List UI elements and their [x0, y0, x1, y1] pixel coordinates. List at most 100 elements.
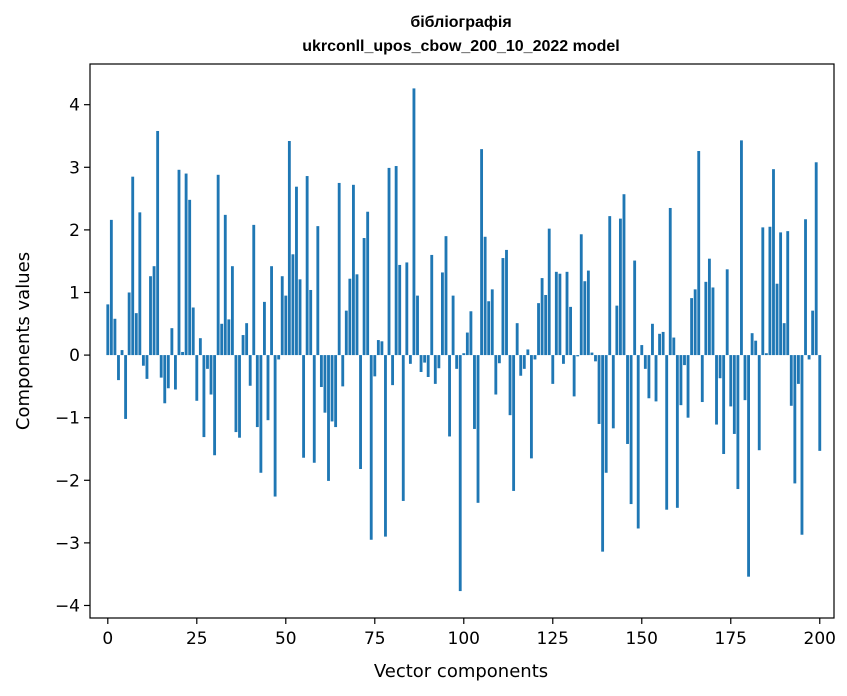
x-tick-label: 0 — [102, 629, 113, 649]
bar — [707, 258, 711, 356]
y-tick-label: −1 — [55, 409, 80, 429]
bar — [668, 207, 672, 356]
bar — [743, 355, 747, 401]
bar — [551, 355, 555, 384]
bar — [572, 355, 576, 397]
bar — [376, 340, 380, 356]
bar — [209, 355, 213, 395]
bar — [494, 355, 498, 395]
bar — [287, 141, 291, 356]
bar — [145, 355, 149, 379]
bar — [782, 323, 786, 356]
bar — [113, 318, 117, 356]
bar — [259, 355, 263, 473]
y-tick-label: −3 — [55, 534, 80, 554]
chart-subtitle: ukrconll_upos_cbow_200_10_2022 model — [302, 38, 619, 55]
x-tick-label: 200 — [804, 629, 836, 649]
bar — [608, 216, 612, 356]
bar — [223, 214, 227, 356]
bar — [359, 355, 362, 470]
bar — [263, 301, 266, 356]
bar — [480, 149, 484, 356]
bar — [665, 355, 669, 510]
bar — [362, 238, 366, 356]
y-tick-label: −4 — [55, 596, 80, 616]
bar — [775, 283, 779, 356]
bar — [547, 228, 551, 356]
bar — [355, 274, 359, 356]
bar — [426, 355, 430, 377]
bar — [811, 310, 815, 356]
bar — [636, 355, 640, 529]
x-tick-label: 175 — [715, 629, 747, 649]
bar — [672, 337, 676, 356]
bar — [255, 355, 259, 428]
bar — [131, 176, 135, 356]
bar — [138, 212, 142, 356]
bar — [124, 355, 128, 419]
bar — [640, 345, 644, 356]
bar — [319, 355, 323, 388]
bar — [796, 355, 800, 384]
bar — [366, 211, 370, 356]
bar — [764, 353, 768, 356]
bar — [594, 355, 597, 362]
bar — [163, 355, 167, 404]
bar — [416, 295, 419, 356]
bar — [134, 313, 138, 356]
bar — [683, 355, 686, 366]
bar — [768, 226, 772, 356]
bar — [800, 355, 804, 535]
bar — [419, 355, 423, 372]
bar — [241, 335, 245, 356]
bar — [789, 355, 793, 406]
bar — [266, 355, 270, 421]
bar — [423, 355, 427, 363]
bar — [711, 287, 715, 356]
bar — [590, 352, 594, 356]
bar — [444, 236, 448, 356]
bar — [455, 355, 459, 369]
bar-series — [106, 88, 822, 592]
bar — [519, 355, 523, 376]
bar — [327, 355, 330, 481]
bar — [273, 355, 277, 497]
bar — [252, 224, 256, 356]
bar — [398, 264, 402, 356]
bar — [537, 303, 540, 356]
bar — [515, 323, 519, 356]
bar — [401, 355, 405, 501]
bar — [245, 323, 249, 356]
bar — [248, 355, 252, 386]
bar — [814, 162, 818, 356]
bar — [291, 254, 295, 356]
bar — [690, 298, 694, 356]
bar — [405, 262, 409, 356]
bar — [529, 355, 533, 459]
bar — [732, 355, 736, 434]
bar — [337, 182, 341, 356]
bar — [177, 169, 181, 356]
bar — [448, 355, 451, 437]
bar — [522, 355, 526, 369]
bar — [633, 260, 637, 356]
bar — [437, 355, 441, 369]
x-tick-label: 50 — [275, 629, 297, 649]
bar — [597, 355, 601, 424]
bar — [540, 278, 544, 356]
bar — [793, 355, 797, 484]
bar — [344, 310, 348, 356]
bar — [576, 355, 580, 357]
bar — [508, 355, 512, 416]
bar — [141, 355, 145, 366]
bar — [651, 323, 654, 356]
bar — [188, 199, 192, 356]
bar — [818, 355, 822, 451]
y-tick-label: 2 — [69, 221, 80, 241]
bar — [234, 355, 238, 433]
bar — [501, 258, 505, 356]
bar — [465, 332, 469, 356]
bar — [569, 306, 572, 356]
bar — [305, 176, 309, 356]
bar — [430, 254, 434, 356]
